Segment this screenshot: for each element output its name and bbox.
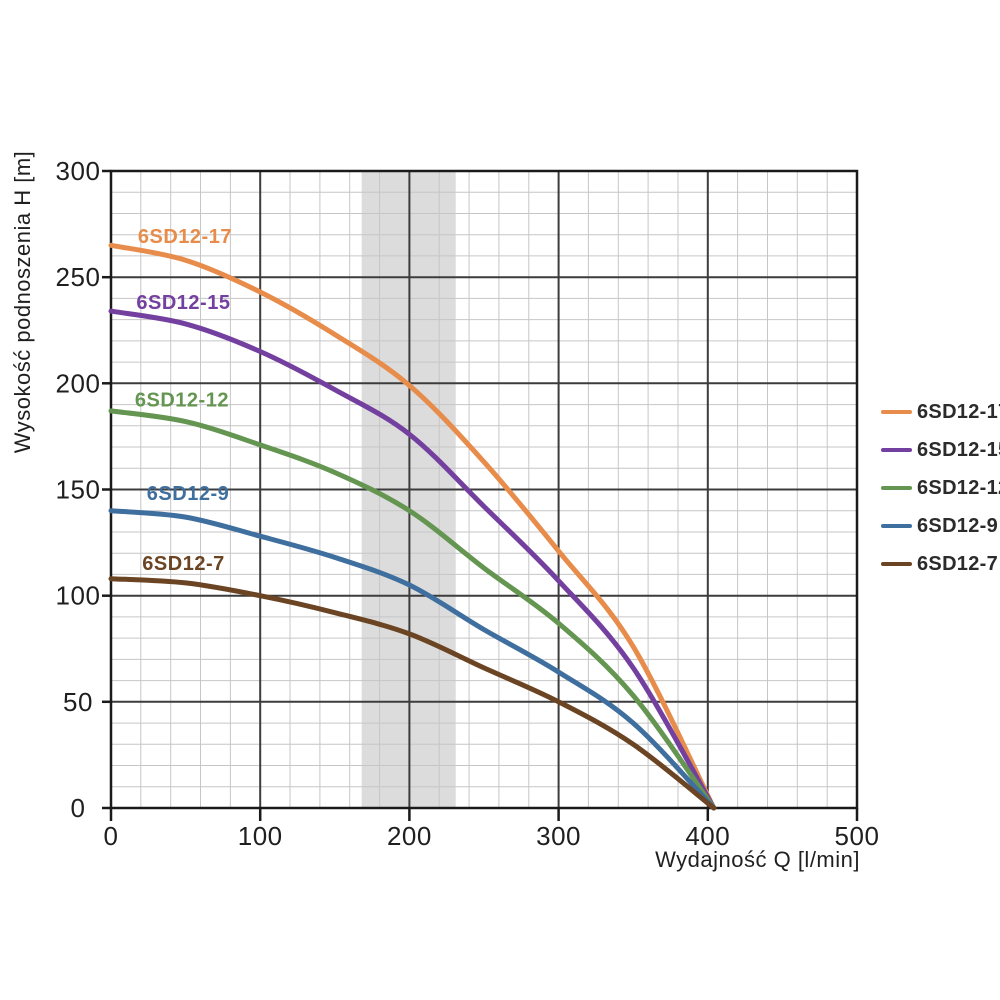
legend-swatch-6SD12-9 xyxy=(881,524,912,528)
legend-label: 6SD12-9 xyxy=(917,514,999,537)
curve-label-6SD12-7: 6SD12-7 xyxy=(142,553,224,575)
y-tick-label: 150 xyxy=(56,475,101,505)
legend-label: 6SD12-15 xyxy=(917,438,1000,461)
legend-label: 6SD12-7 xyxy=(917,552,999,575)
x-tick-label: 0 xyxy=(104,821,119,851)
legend-item-6SD12-9: 6SD12-9 xyxy=(881,507,1000,545)
y-axis-title: Wysokość podnoszenia H [m] xyxy=(10,151,35,454)
legend-item-6SD12-17: 6SD12-17 xyxy=(881,393,1000,431)
curve-6SD12-17 xyxy=(108,242,717,811)
x-tick-label: 300 xyxy=(536,821,581,851)
tick-marks xyxy=(102,169,859,821)
y-tick-label: 250 xyxy=(56,262,101,292)
curve-6SD12-12 xyxy=(108,408,717,811)
x-axis-title: Wydajność Q [l/min] xyxy=(655,847,860,872)
legend-label: 6SD12-17 xyxy=(917,400,1000,423)
legend-item-6SD12-7: 6SD12-7 xyxy=(881,545,1000,583)
y-tick-label: 50 xyxy=(63,687,93,717)
legend-label: 6SD12-12 xyxy=(917,476,1000,499)
curve-label-6SD12-15: 6SD12-15 xyxy=(136,292,230,314)
x-tick-label: 500 xyxy=(835,821,880,851)
legend-item-6SD12-15: 6SD12-15 xyxy=(881,431,1000,469)
x-tick-label: 100 xyxy=(238,821,283,851)
legend-item-6SD12-12: 6SD12-12 xyxy=(881,469,1000,507)
curve-6SD12-9 xyxy=(108,508,717,811)
legend: 6SD12-17 6SD12-15 6SD12-12 6SD12-9 6SD12-7 xyxy=(881,393,1000,583)
y-tick-label: 100 xyxy=(56,581,101,611)
curve-label-6SD12-9: 6SD12-9 xyxy=(147,483,229,505)
curve-label-6SD12-12: 6SD12-12 xyxy=(135,390,229,412)
legend-swatch-6SD12-15 xyxy=(881,448,912,452)
x-tick-label: 200 xyxy=(387,821,432,851)
x-tick-label: 400 xyxy=(685,821,730,851)
curve-6SD12-7 xyxy=(108,576,717,811)
legend-swatch-6SD12-17 xyxy=(881,410,912,414)
legend-swatch-6SD12-12 xyxy=(881,486,912,490)
curve-label-6SD12-17: 6SD12-17 xyxy=(138,226,232,248)
y-tick-label: 300 xyxy=(56,156,101,186)
y-tick-label: 200 xyxy=(56,368,101,398)
curve-6SD12-15 xyxy=(108,308,717,811)
legend-swatch-6SD12-7 xyxy=(881,562,912,566)
y-tick-label: 0 xyxy=(71,793,86,823)
